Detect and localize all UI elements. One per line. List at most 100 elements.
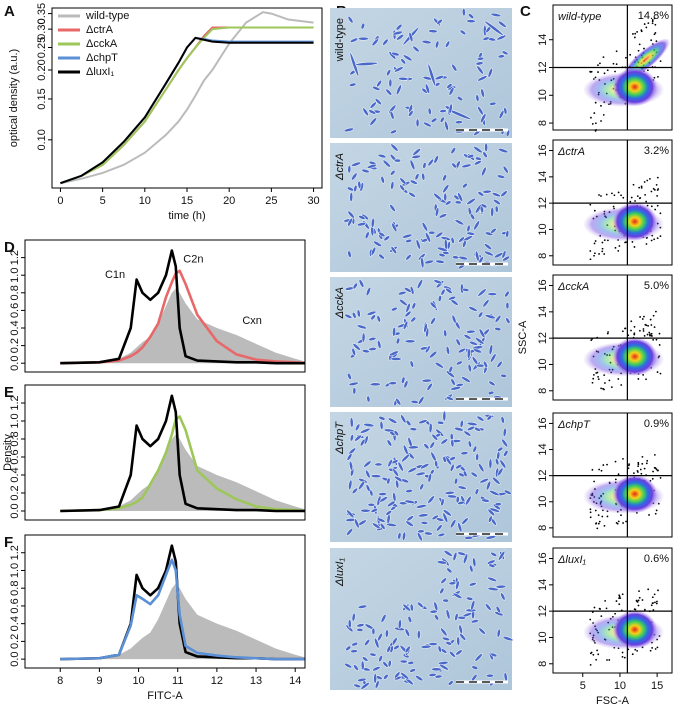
cell	[361, 168, 370, 174]
cell	[347, 210, 355, 219]
event-dot	[593, 254, 595, 257]
cell	[371, 38, 379, 47]
cell	[465, 495, 472, 506]
event-dot	[643, 608, 646, 611]
cell	[466, 348, 471, 360]
event-dot	[593, 209, 596, 212]
cell	[455, 464, 463, 470]
cell	[429, 441, 435, 449]
strain-label: ΔluxI₁	[334, 557, 346, 586]
event-dot	[597, 653, 600, 656]
plot-frame	[552, 412, 673, 538]
cell	[436, 560, 448, 565]
strain-label: ΔcckA	[557, 281, 589, 293]
cell	[470, 619, 480, 624]
cell	[484, 142, 489, 152]
y-tick-label: 0.10	[36, 129, 48, 150]
event-dot	[638, 590, 640, 593]
cell	[422, 162, 427, 169]
cell	[501, 50, 509, 56]
cell	[351, 347, 356, 356]
y-tick-label: 0.15	[36, 88, 48, 109]
x-tick-label: 9	[96, 675, 102, 687]
cell	[446, 567, 453, 574]
event-dot	[597, 378, 600, 381]
cell	[416, 629, 421, 640]
event-dot	[617, 520, 620, 523]
event-dot	[655, 509, 658, 512]
cell	[348, 381, 359, 386]
cell	[393, 66, 404, 73]
cell	[497, 446, 504, 452]
cell	[425, 83, 430, 94]
cell	[437, 645, 442, 653]
cell	[443, 550, 453, 557]
y-tick-label: 10	[537, 496, 549, 508]
cell	[390, 180, 395, 190]
cell	[441, 636, 451, 642]
cell	[376, 315, 381, 323]
cell	[442, 174, 447, 182]
event-dot	[642, 330, 645, 332]
y-tick-label: 0.8	[9, 581, 21, 596]
cell	[349, 417, 354, 428]
y-tick-label: 1.2	[9, 395, 21, 410]
event-dot	[658, 344, 661, 346]
cell	[344, 313, 353, 319]
micrograph-bg	[330, 548, 512, 690]
cell	[435, 524, 443, 532]
event-dot	[636, 195, 639, 198]
event-dot	[601, 241, 604, 244]
event-dot	[631, 241, 634, 243]
cell	[503, 489, 512, 495]
cell	[454, 200, 462, 205]
cell	[374, 98, 382, 106]
event-dot	[615, 50, 618, 53]
event-dot	[652, 338, 655, 341]
event-dot	[659, 60, 662, 63]
event-dot	[598, 468, 601, 471]
event-dot	[617, 249, 620, 252]
y-tick-label: 14	[537, 579, 549, 591]
cell	[488, 563, 496, 568]
cell	[423, 531, 433, 536]
cell	[351, 172, 358, 181]
cell	[366, 163, 378, 169]
cell	[370, 508, 379, 513]
event-dot	[645, 26, 648, 29]
cell	[490, 652, 498, 658]
cell	[439, 109, 447, 114]
event-dot	[642, 328, 645, 330]
strain-label: ΔcckA	[334, 287, 346, 319]
event-dot	[600, 120, 602, 122]
cell	[438, 213, 448, 219]
y-axis-label: optical density (a.u.)	[8, 49, 20, 147]
event-dot	[652, 470, 654, 473]
event-dot	[627, 467, 630, 470]
x-axis-label: FSC-A	[596, 695, 630, 707]
cell	[474, 653, 483, 662]
cell	[451, 314, 457, 324]
cell	[401, 376, 406, 384]
event-dot	[612, 205, 615, 208]
cell	[385, 522, 398, 527]
cell	[409, 179, 418, 185]
cell	[467, 440, 472, 448]
cell	[351, 642, 359, 647]
event-dot	[648, 331, 651, 334]
cell	[421, 40, 432, 45]
event-dot	[615, 63, 618, 66]
cell	[500, 373, 507, 378]
event-dot	[631, 653, 634, 656]
cell	[455, 383, 464, 388]
cell	[450, 439, 455, 448]
cell	[378, 231, 386, 238]
x-tick-label: 10	[132, 675, 144, 687]
event-dot	[655, 310, 657, 313]
cell	[349, 192, 354, 203]
event-dot	[598, 253, 600, 255]
cell	[404, 645, 411, 654]
cell	[403, 380, 409, 389]
event-dot	[595, 522, 597, 525]
y-tick-label: 16	[537, 417, 549, 429]
